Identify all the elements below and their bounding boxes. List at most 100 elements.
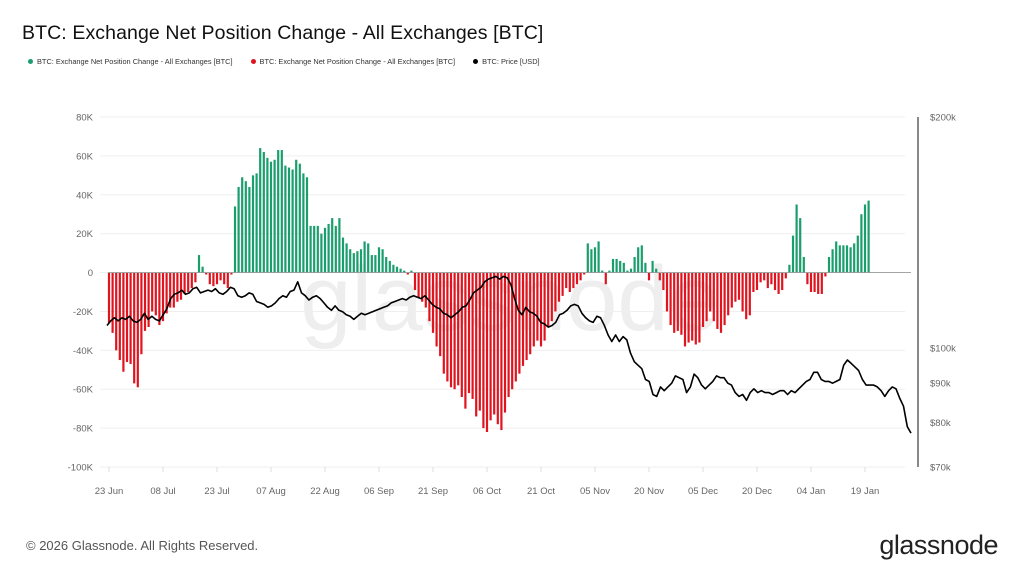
bar-negative	[557, 272, 561, 302]
bar-positive	[601, 270, 604, 273]
bar-negative	[111, 272, 114, 333]
bar-positive	[629, 268, 633, 273]
legend-item-price[interactable]: BTC: Price [USD]	[473, 57, 540, 66]
y-axis-left: 80K 60K 40K 20K 0 -20K -40K -60K -80K -100K	[68, 113, 94, 474]
bar-negative	[759, 272, 762, 283]
legend-item-positive[interactable]: BTC: Exchange Net Position Change - All …	[28, 57, 233, 66]
bar-negative	[741, 272, 744, 312]
bar-negative	[482, 272, 485, 429]
bar-positive	[359, 249, 363, 273]
bar-negative	[820, 272, 823, 294]
bar-negative	[158, 272, 161, 326]
bar-positive	[845, 245, 849, 273]
bar-negative	[122, 272, 125, 372]
x-tick-label: 08 Jul	[150, 486, 175, 497]
legend-item-negative[interactable]: BTC: Exchange Net Position Change - All …	[250, 57, 456, 66]
x-tick-label: 04 Jan	[797, 486, 826, 497]
bar-negative	[161, 272, 165, 322]
bar-negative	[223, 272, 226, 285]
bar-positive	[655, 268, 658, 273]
bar-negative	[727, 272, 730, 316]
bar-positive	[309, 225, 312, 273]
y-axis-right: $200k $100k $90k $80k $70k	[930, 113, 956, 474]
bar-positive	[395, 266, 399, 273]
bar-negative	[572, 272, 575, 289]
bar-positive	[838, 245, 841, 273]
bar-negative	[136, 272, 139, 388]
bar-positive	[374, 255, 377, 273]
bar-positive	[255, 173, 258, 273]
bar-negative	[511, 272, 514, 390]
bar-negative	[730, 272, 733, 308]
y-tick-label: -80K	[73, 424, 94, 435]
bar-negative	[748, 272, 751, 316]
bar-positive	[352, 253, 355, 273]
bar-negative	[165, 272, 168, 314]
bar-positive	[863, 204, 867, 273]
bar-positive	[799, 218, 802, 273]
bar-positive	[856, 235, 859, 273]
legend-label: BTC: Exchange Net Position Change - All …	[37, 57, 233, 66]
y-tick-label: -40K	[73, 346, 94, 357]
bar-negative	[554, 272, 557, 312]
bar-negative	[179, 272, 183, 300]
bar-negative	[806, 272, 809, 285]
bar-negative	[215, 272, 219, 285]
bar-negative	[752, 272, 755, 292]
x-tick-label: 21 Oct	[527, 486, 555, 497]
bar-negative	[428, 272, 431, 322]
bar-positive	[370, 255, 373, 273]
y2-tick-label: $90k	[930, 379, 951, 390]
legend-dot-green-icon	[28, 59, 33, 64]
brand-logo: glassnode	[879, 530, 998, 560]
bar-negative	[716, 272, 719, 329]
bar-positive	[791, 235, 795, 273]
bar-positive	[586, 243, 589, 273]
bar-positive	[244, 181, 247, 273]
bar-negative	[176, 272, 179, 302]
bar-positive	[305, 177, 309, 273]
bar-positive	[331, 218, 334, 273]
bar-negative	[737, 272, 741, 300]
bar-negative	[208, 272, 211, 285]
bar-negative	[755, 272, 759, 291]
bar-positive	[349, 249, 352, 273]
bar-negative	[107, 272, 111, 324]
bar-negative	[413, 272, 417, 291]
bar-negative	[784, 272, 787, 279]
bar-negative	[568, 272, 571, 292]
bar-negative	[446, 272, 449, 382]
x-tick-label: 23 Jun	[95, 486, 124, 497]
y-tick-label: 20K	[76, 229, 94, 240]
bar-negative	[449, 272, 453, 388]
bar-negative	[478, 272, 481, 411]
bar-negative	[169, 272, 172, 308]
bar-negative	[493, 272, 496, 415]
bar-positive	[323, 227, 327, 273]
bar-negative	[529, 272, 532, 355]
x-tick-label: 20 Dec	[742, 486, 772, 497]
bar-negative	[172, 272, 175, 308]
bar-negative	[187, 272, 190, 292]
bar-positive	[287, 167, 291, 273]
bar-negative	[431, 272, 435, 333]
y2-tick-label: $70k	[930, 463, 951, 474]
bar-negative	[604, 272, 607, 285]
bar-negative	[647, 272, 651, 281]
y-tick-label: 0	[88, 268, 93, 279]
x-tick-label: 05 Nov	[580, 486, 610, 497]
bar-positive	[590, 249, 593, 273]
bar-negative	[151, 272, 154, 312]
bar-negative	[194, 272, 197, 283]
bar-positive	[788, 264, 791, 273]
bar-positive	[313, 225, 316, 273]
bar-positive	[291, 169, 294, 273]
bar-negative	[525, 272, 528, 361]
bar-positive	[608, 270, 611, 273]
bar-negative	[133, 272, 136, 384]
bar-negative	[230, 272, 233, 275]
bar-positive	[831, 249, 834, 273]
x-tick-label: 19 Jan	[851, 486, 880, 497]
bar-positive	[867, 200, 870, 273]
legend-label: BTC: Exchange Net Position Change - All …	[259, 57, 456, 66]
